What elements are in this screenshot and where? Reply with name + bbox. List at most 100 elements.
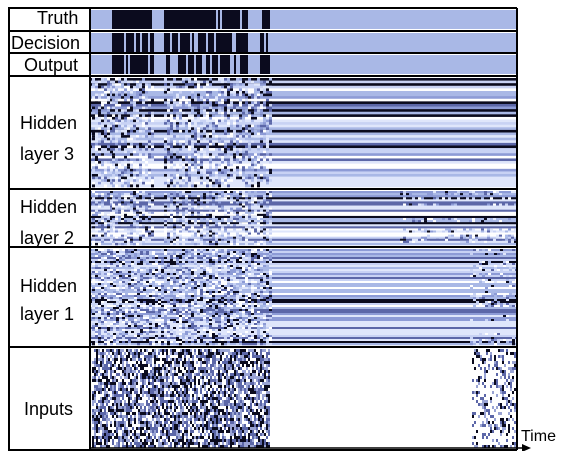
hidden-layer-1-panel-burst-cell [122,313,125,316]
hidden-layer-3-panel-burst-cell [130,166,133,170]
inputs-panel-noise-cell [136,349,138,352]
hidden-layer-1-panel-burst-cell [143,309,146,312]
hidden-layer-1-panel-burst-cell [236,293,239,296]
hidden-layer-1-panel-burst-cell [194,261,197,264]
hidden-layer-1-panel-burst-cell [167,321,170,324]
hidden-layer-1-panel-burst-cell [164,249,167,252]
hidden-layer-3-panel-burst-cell [257,106,260,110]
hidden-layer-1-panel-burst-cell [182,279,185,282]
hidden-layer-3-panel-burst-cell [209,103,212,107]
inputs-panel-noise-cell [106,433,108,436]
hidden-layer-3-panel-burst-cell [263,161,266,164]
hidden-layer-1-panel-burst-cell [161,249,164,252]
hidden-layer-3-panel-burst-cell [167,88,170,92]
hidden-layer-1-panel-burst-cell [92,309,95,312]
hidden-layer-1-panel-burst-cell [92,289,95,292]
hidden-layer-1-panel-burst-cell [227,321,230,324]
truth-panel-event-stripe [210,10,212,29]
hidden-layer-1-panel-band [90,267,517,270]
hidden-layer-1-panel-burst-cell [218,285,221,288]
hidden-layer-3-panel-burst-cell [98,85,101,89]
inputs-panel-noise-cell [108,358,110,361]
hidden-layer-1-panel-burst-cell [107,261,110,264]
hidden-layer-3-panel-burst-cell [104,145,107,149]
hidden-layer-1-panel-burst-cell [146,267,149,270]
inputs-panel-noise-cell [98,406,100,409]
hidden-layer-3-panel-burst-cell [221,148,224,151]
hidden-layer-1-panel-burst-cell [125,251,128,254]
hidden-layer-1-panel-burst-cell [119,275,122,278]
hidden-layer-3-panel-burst-cell [251,90,254,94]
hidden-layer-2-panel-burst-cell [197,195,200,198]
hidden-layer-2-panel-burst-cell [200,242,203,246]
hidden-layer-3-panel-burst-cell [188,179,191,183]
hidden-layer-1-panel-burst-cell [140,335,143,338]
hidden-layer-1-panel-late-cell [494,253,497,256]
hidden-layer-3-panel-burst-cell [254,96,257,100]
hidden-layer-3-panel-burst-cell [215,181,218,185]
inputs-panel-noise-cell [126,409,128,412]
hidden-layer-1-panel-burst-cell [218,305,221,308]
hidden-layer-3-panel-burst-cell [260,124,263,128]
hidden-layer-1-panel-late-cell [485,253,488,256]
hidden-layer-3-panel-burst-cell [221,137,224,141]
hidden-layer-2-panel-burst-cell [142,205,145,208]
inputs-panel-noise-cell [116,445,118,448]
hidden-layer-1-panel-burst-cell [245,297,248,300]
hidden-layer-1-panel-burst-cell [176,259,179,262]
inputs-panel-noise-cell [126,388,128,391]
hidden-layer-3-panel-burst-cell [257,140,260,144]
hidden-layer-1-panel-burst-cell [266,297,269,300]
hidden-layer-1-panel-burst-cell [95,295,98,298]
decision-panel-event-stripe [144,33,146,52]
hidden-layer-1-panel-burst-cell [203,331,206,334]
hidden-layer-3-panel-burst-cell [127,174,130,177]
hidden-layer-3-panel-burst-cell [164,145,167,149]
hidden-layer-3-panel-burst-cell [269,80,272,84]
hidden-layer-1-panel-burst-cell [98,333,101,336]
inputs-panel-noise-cell [106,364,108,367]
hidden-layer-3-panel-burst-cell [224,148,227,151]
hidden-layer-1-panel-burst-cell [158,263,161,266]
hidden-layer-3-panel-burst-cell [227,179,230,183]
hidden-layer-3-panel-burst-cell [101,184,104,188]
hidden-layer-1-panel-late-cell [470,269,473,272]
inputs-panel-noise-cell [134,364,136,367]
hidden-layer-3-panel-burst-cell [218,163,221,167]
hidden-layer-1-panel-burst-cell [155,277,158,280]
hidden-layer-3-panel-burst-cell [191,80,194,84]
hidden-layer-2-panel-burst-cell [151,230,154,233]
hidden-layer-2-panel-band [90,191,517,194]
hidden-layer-2-panel-band [90,197,517,200]
inputs-panel-noise-cell [116,433,118,436]
hidden-layer-2-panel-burst-cell [145,230,148,233]
hidden-layer-2-panel-late-cell [403,218,406,221]
hidden-layer-2-panel-burst-cell [151,195,154,198]
hidden-layer-3-panel-burst-cell [209,181,212,185]
hidden-layer-2-panel-burst-cell [245,242,248,246]
hidden-layer-3-panel-burst-cell [151,96,154,100]
hidden-layer-2-panel-burst-cell [197,213,200,217]
hidden-layer-1-panel-burst-cell [134,299,137,302]
hidden-layer-1-panel-burst-cell [149,277,152,280]
hidden-layer-2-panel-burst-cell [92,213,95,217]
hidden-layer-2-panel-late-cell [406,203,409,206]
inputs-panel-noise-cell [96,415,98,418]
hidden-layer-1-panel-late-cell [497,275,500,278]
hidden-layer-1-panel-burst-cell [269,271,272,274]
inputs-panel-noise-cell [102,382,104,385]
hidden-layer-1-panel-burst-cell [98,255,101,258]
hidden-layer-2-panel-band [90,215,517,219]
hidden-layer-2-panel-burst-cell [218,222,221,225]
hidden-layer-2-panel-burst-cell [130,197,133,200]
hidden-layer-1-panel-burst-cell [161,271,164,274]
hidden-layer-1-panel-burst-cell [104,261,107,264]
hidden-layer-1-panel-burst-cell [200,273,203,276]
hidden-layer-1-panel-burst-cell [125,307,128,310]
hidden-layer-1-panel-burst-cell [203,307,206,310]
hidden-layer-3-panel-burst-cell [251,116,254,120]
hidden-layer-2-panel-burst-cell [127,226,130,229]
hidden-layer-3-panel-burst-cell [191,122,194,126]
hidden-layer-1-panel-burst-cell [203,319,206,322]
hidden-layer-2-panel-burst-cell [230,207,233,210]
